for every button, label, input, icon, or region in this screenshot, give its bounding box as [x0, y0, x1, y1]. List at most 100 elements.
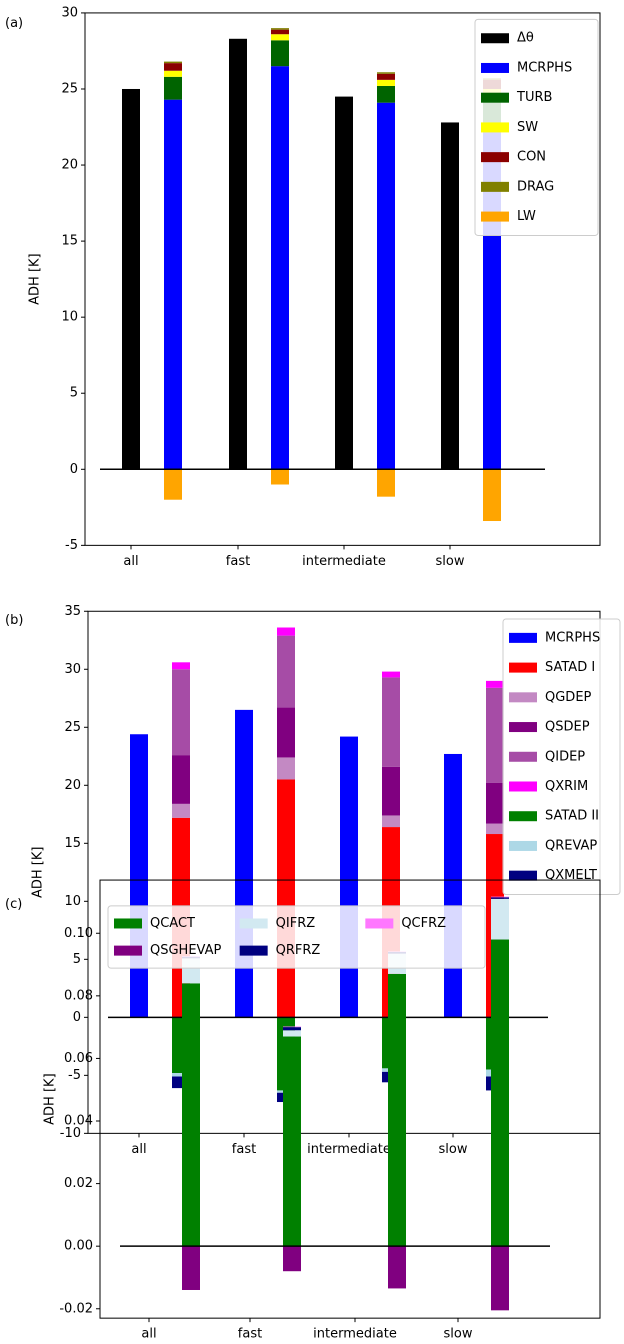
legend-swatch: [509, 632, 537, 643]
x-tick-label: intermediate: [313, 1327, 397, 1342]
bar-segment: [283, 1030, 301, 1037]
bar-segment: [377, 73, 395, 80]
bar-segment: [277, 779, 295, 1018]
legend-label: Δθ: [517, 31, 534, 46]
bar-segment: [271, 28, 289, 30]
legend-label: QIDEP: [545, 749, 585, 764]
bar-segment: [271, 469, 289, 485]
bar-segment: [277, 627, 295, 636]
legend-label: QREVAP: [545, 838, 597, 853]
y-tick-label: 0.10: [64, 926, 93, 941]
x-tick-label: slow: [439, 1142, 468, 1157]
bar-segment: [483, 469, 501, 522]
legend-label: LW: [517, 209, 536, 224]
legend-swatch: [509, 781, 537, 792]
bar-segment: [277, 757, 295, 780]
legend-label: DRAG: [517, 179, 554, 194]
legend-swatch: [239, 918, 268, 929]
y-tick-label: 25: [64, 720, 81, 735]
y-axis-label: ADH [K]: [43, 1073, 58, 1124]
panel: (a) ADH [K] -5 0 5 10 15 20 25 30 all fast intermedi…: [5, 5, 601, 569]
legend-swatch: [481, 92, 509, 103]
x-tick-label: all: [141, 1327, 156, 1342]
legend-label: TURB: [516, 90, 552, 105]
legend-swatch: [239, 945, 268, 956]
y-tick-label: 0: [73, 1010, 81, 1025]
legend-label: SATAD I: [545, 660, 595, 675]
y-tick-label: 10: [64, 894, 81, 909]
y-tick-label: 10: [61, 310, 78, 325]
bar-segment: [283, 1246, 301, 1272]
legend-swatch: [114, 918, 142, 929]
bar-segment: [271, 40, 289, 67]
y-tick-label: 30: [64, 662, 81, 677]
bar-segment: [340, 736, 358, 1018]
y-tick-label: -0.02: [59, 1301, 93, 1316]
x-tick-label: all: [123, 554, 138, 569]
legend-swatch: [481, 33, 509, 44]
y-tick-label: 20: [61, 158, 78, 173]
legend-swatch: [509, 811, 537, 822]
bar-segment: [182, 983, 200, 1247]
legend-label: MCRPHS: [517, 60, 572, 75]
bar-segment: [382, 677, 400, 767]
bar-segment: [491, 1246, 509, 1311]
bar-segment: [377, 79, 395, 86]
legend: QCACT QSGHEVAP QIFRZ QRFRZ QCFRZ: [107, 905, 486, 969]
bar-segment: [271, 34, 289, 41]
y-tick-label: 0.08: [64, 988, 93, 1003]
bar-segment: [491, 939, 509, 1247]
legend-label: CON: [517, 150, 546, 165]
legend-swatch: [365, 918, 394, 929]
bar-segment: [491, 896, 509, 898]
legend-label: QIFRZ: [276, 916, 316, 931]
bar-segment: [235, 709, 253, 1018]
legend: Δθ MCRPHS TURB SW CON DRAG LW: [474, 18, 599, 236]
bar-segment: [283, 1036, 301, 1247]
y-tick-label: 5: [73, 952, 81, 967]
x-tick-label: fast: [238, 1327, 262, 1342]
y-tick-label: 35: [64, 604, 81, 619]
bar-segment: [172, 803, 190, 818]
panel-label: (a): [5, 16, 23, 31]
legend-swatch: [481, 181, 509, 192]
x-tick-label: intermediate: [307, 1142, 391, 1157]
legend-label: QSGHEVAP: [150, 943, 222, 958]
legend-label: SW: [517, 120, 538, 135]
bar-segment: [164, 99, 182, 470]
bar-segment: [377, 85, 395, 103]
bar-segment: [172, 1076, 190, 1089]
legend-box: [474, 18, 599, 236]
bar-segment: [382, 766, 400, 816]
bar-segment: [377, 469, 395, 497]
legend-label: QCFRZ: [401, 916, 446, 931]
legend-swatch: [509, 722, 537, 733]
y-axis-label: ADH [K]: [28, 253, 43, 304]
bar-segment: [283, 1026, 301, 1028]
y-tick-label: 15: [61, 234, 78, 249]
legend-swatch: [481, 152, 509, 163]
y-tick-label: 0.02: [64, 1176, 93, 1191]
bar-segment: [182, 1246, 200, 1290]
bar-segment: [283, 1027, 301, 1031]
x-tick-label: slow: [444, 1327, 473, 1342]
bar-segment: [444, 753, 462, 1018]
y-axis-label: ADH [K]: [31, 847, 46, 898]
bar-segment: [164, 469, 182, 500]
plot-frame: [99, 879, 601, 1319]
bar-segment: [172, 755, 190, 804]
bar-segment: [388, 973, 406, 1247]
legend-box: [502, 618, 621, 896]
y-tick-label: 30: [61, 5, 78, 20]
bar-segment: [486, 680, 504, 688]
y-tick-label: 0.04: [64, 1114, 93, 1129]
legend-swatch: [509, 870, 537, 881]
legend-label: QXRIM: [545, 779, 588, 794]
x-tick-label: fast: [226, 554, 250, 569]
y-tick-label: -5: [68, 1068, 81, 1083]
legend-swatch: [509, 662, 537, 673]
y-tick-label: 25: [61, 81, 78, 96]
bar-segment: [172, 669, 190, 756]
